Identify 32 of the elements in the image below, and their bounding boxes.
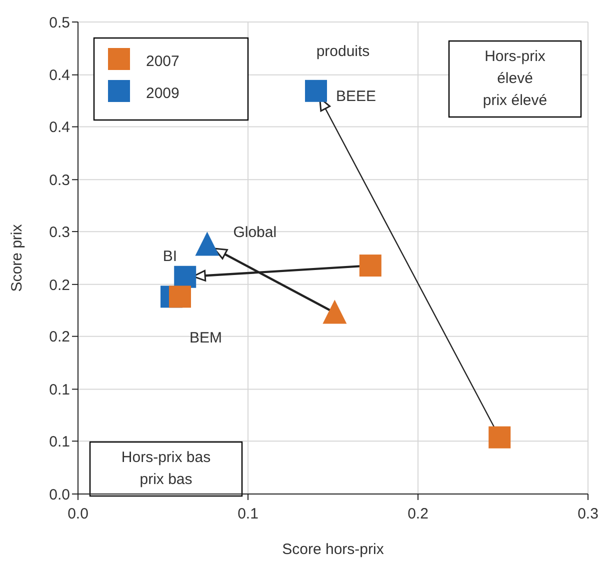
annotation: Hors-prix bas prix bas bbox=[121, 449, 211, 488]
x-axis-title: Score hors-prix bbox=[282, 541, 384, 558]
x-tick-label: 0.1 bbox=[238, 506, 258, 523]
point bbox=[169, 286, 191, 308]
y-tick-label: 0.4 bbox=[49, 119, 70, 136]
x-tick-label: 0.0 bbox=[68, 506, 88, 523]
point bbox=[305, 80, 327, 102]
annotation: BEEE bbox=[336, 88, 376, 105]
annotation: produits bbox=[316, 43, 370, 60]
annotation: BI bbox=[162, 248, 178, 265]
y-tick-label: 0.1 bbox=[49, 382, 70, 399]
y-tick-label: 0.0 bbox=[49, 486, 70, 504]
y-tick-label: 0.5 bbox=[49, 14, 70, 32]
y-tick-label: 0.3 bbox=[49, 224, 70, 241]
y-tick-label: 0.4 bbox=[49, 67, 70, 84]
point bbox=[195, 232, 220, 256]
legend-label: 2009 bbox=[146, 85, 180, 102]
point bbox=[359, 254, 382, 277]
y-tick-label: 0.3 bbox=[49, 172, 70, 189]
annotation: Global bbox=[233, 224, 277, 241]
legend-label: 2007 bbox=[146, 53, 180, 70]
y-axis-title: Score prix bbox=[8, 224, 26, 292]
annotation: BEM bbox=[190, 330, 222, 347]
point bbox=[488, 426, 511, 448]
x-tick-label: 0.2 bbox=[408, 506, 428, 523]
point bbox=[322, 300, 347, 324]
y-tick-label: 0.2 bbox=[49, 276, 70, 294]
point bbox=[174, 266, 196, 288]
x-tick-label: 0.3 bbox=[578, 506, 598, 523]
y-tick-label: 0.1 bbox=[49, 433, 70, 450]
y-tick-label: 0.2 bbox=[49, 328, 70, 346]
annotation: Hors-prix élevé prix élevé bbox=[482, 48, 548, 109]
